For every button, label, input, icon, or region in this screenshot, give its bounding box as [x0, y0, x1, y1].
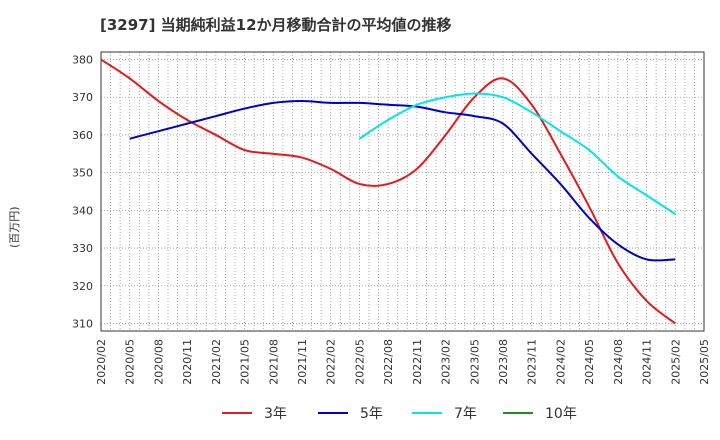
x-tick-label: 2023/08	[497, 339, 510, 385]
y-tick-label: 310	[72, 317, 93, 330]
x-tick-label: 2021/08	[267, 339, 280, 385]
x-tick-label: 2025/02	[669, 339, 682, 385]
x-tick-label: 2023/02	[440, 339, 453, 385]
x-tick-label: 2022/08	[382, 339, 395, 385]
plot-area	[100, 51, 705, 332]
x-tick-label: 2024/11	[641, 339, 654, 385]
x-tick-label: 2024/05	[583, 339, 596, 385]
series-line-7年	[358, 92, 676, 215]
y-tick-label: 330	[72, 242, 93, 255]
legend-label: 5年	[360, 406, 383, 422]
x-tick-label: 2021/05	[239, 339, 252, 385]
x-tick-label: 2020/05	[124, 339, 137, 385]
legend-label: 3年	[264, 406, 287, 422]
x-tick-label: 2023/11	[526, 339, 539, 385]
x-tick-label: 2025/05	[698, 339, 711, 385]
x-tick-label: 2024/08	[612, 339, 625, 385]
x-tick-label: 2022/02	[325, 339, 338, 385]
x-tick-label: 2024/02	[554, 339, 567, 385]
x-tick-label: 2022/05	[353, 339, 366, 385]
x-tick-label: 2020/08	[152, 339, 165, 385]
y-tick-label: 380	[72, 54, 93, 67]
x-tick-label: 2021/11	[296, 339, 309, 385]
y-tick-label: 370	[72, 91, 93, 104]
x-axis-ticks: 2020/02 2020/05 2020/08 2020/11 2021/02 2021/…	[95, 339, 711, 385]
series-line-3年	[100, 58, 676, 325]
chart-title: [3297] 当期純利益12か月移動合計の平均値の推移	[100, 16, 452, 34]
legend-label: 7年	[454, 406, 477, 422]
x-tick-label: 2021/02	[210, 339, 223, 385]
y-axis-ticks: 310 320 330 340 350 360 370 380	[72, 54, 93, 331]
y-tick-label: 360	[72, 129, 93, 142]
series-lines	[100, 58, 676, 325]
y-tick-label: 340	[72, 204, 93, 217]
x-tick-label: 2022/11	[411, 339, 424, 385]
x-tick-label: 2023/05	[468, 339, 481, 385]
y-tick-label: 350	[72, 167, 93, 180]
y-tick-label: 320	[72, 280, 93, 293]
legend: 3年 5年 7年 10年	[222, 406, 577, 422]
x-tick-label: 2020/11	[181, 339, 194, 385]
legend-label: 10年	[545, 406, 577, 422]
x-tick-label: 2020/02	[95, 339, 108, 385]
grid-lines	[100, 52, 704, 331]
series-line-5年	[129, 100, 676, 262]
